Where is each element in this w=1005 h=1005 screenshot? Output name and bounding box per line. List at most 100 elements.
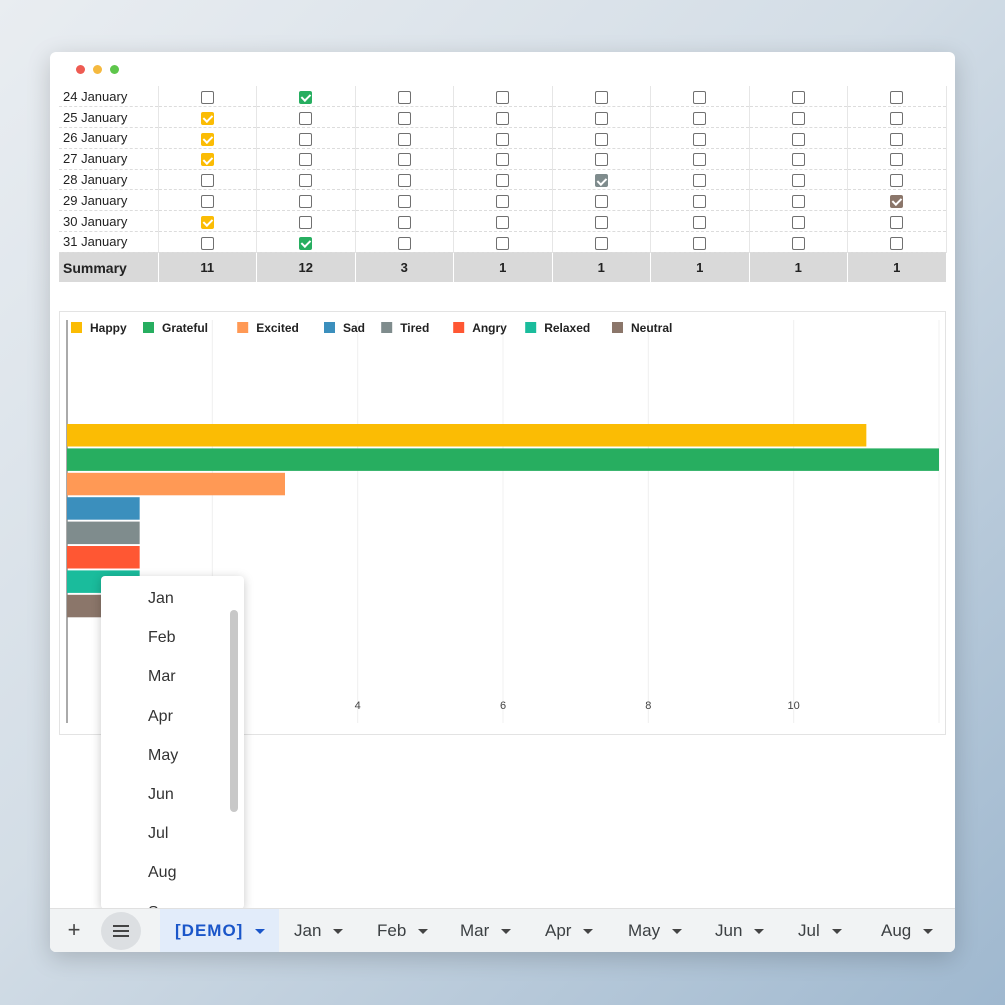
mood-checkbox[interactable] (791, 215, 805, 229)
menu-item-sep[interactable]: Sep (101, 893, 244, 910)
close-window-button[interactable] (76, 65, 85, 74)
mood-checkbox[interactable] (693, 153, 707, 167)
mood-checkbox[interactable] (693, 215, 707, 229)
mood-checkbox[interactable] (693, 132, 707, 146)
mood-checkbox[interactable] (890, 194, 904, 208)
mood-checkbox[interactable] (200, 111, 214, 125)
mood-checkbox[interactable] (594, 132, 608, 146)
mood-checkbox[interactable] (200, 153, 214, 167)
mood-checkbox[interactable] (496, 194, 510, 208)
mood-checkbox[interactable] (693, 236, 707, 250)
mood-checkbox[interactable] (397, 111, 411, 125)
mood-checkbox[interactable] (299, 174, 313, 188)
mood-checkbox[interactable] (693, 174, 707, 188)
mood-checkbox[interactable] (791, 90, 805, 104)
sheet-tab-apr[interactable]: Apr (530, 909, 613, 952)
mood-checkbox[interactable] (397, 236, 411, 250)
menu-scrollbar[interactable] (230, 610, 238, 812)
mood-checkbox[interactable] (791, 174, 805, 188)
mood-checkbox[interactable] (299, 194, 313, 208)
mood-checkbox[interactable] (791, 153, 805, 167)
mood-checkbox[interactable] (200, 174, 214, 188)
chevron-down-icon[interactable] (418, 929, 429, 935)
mood-checkbox[interactable] (397, 153, 411, 167)
mood-checkbox[interactable] (890, 132, 904, 146)
mood-checkbox[interactable] (496, 90, 510, 104)
minimize-window-button[interactable] (93, 65, 102, 74)
mood-checkbox[interactable] (594, 215, 608, 229)
mood-checkbox[interactable] (496, 132, 510, 146)
sheet-tab-feb[interactable]: Feb (362, 909, 445, 952)
mood-checkbox[interactable] (496, 236, 510, 250)
menu-item-jun[interactable]: Jun (148, 785, 174, 803)
summary-value: 1 (453, 252, 553, 283)
menu-item-aug[interactable]: Aug (148, 864, 177, 882)
mood-checkbox[interactable] (890, 153, 904, 167)
sheet-tab-demo[interactable]: [DEMO] (160, 909, 279, 952)
mood-checkbox[interactable] (890, 90, 904, 104)
menu-item-apr[interactable]: Apr (148, 707, 173, 725)
chevron-down-icon[interactable] (923, 929, 934, 935)
chevron-down-icon[interactable] (255, 929, 266, 935)
mood-checkbox[interactable] (791, 111, 805, 125)
table-row: 24 January (59, 86, 947, 108)
mood-checkbox[interactable] (693, 111, 707, 125)
menu-item-jan[interactable]: Jan (148, 590, 174, 607)
mood-checkbox[interactable] (594, 236, 608, 250)
sheet-tab-may[interactable]: May (613, 909, 700, 952)
mood-checkbox[interactable] (200, 132, 214, 146)
mood-checkbox[interactable] (397, 215, 411, 229)
mood-checkbox[interactable] (791, 236, 805, 250)
mood-checkbox[interactable] (299, 111, 313, 125)
mood-checkbox[interactable] (200, 236, 214, 250)
mood-checkbox[interactable] (496, 111, 510, 125)
mood-checkbox[interactable] (791, 132, 805, 146)
mood-checkbox[interactable] (397, 174, 411, 188)
menu-item-jul[interactable]: Jul (148, 825, 169, 843)
maximize-window-button[interactable] (110, 65, 119, 74)
mood-checkbox[interactable] (890, 111, 904, 125)
chevron-down-icon[interactable] (754, 929, 765, 935)
chevron-down-icon[interactable] (333, 929, 344, 935)
mood-checkbox[interactable] (496, 215, 510, 229)
chevron-down-icon[interactable] (501, 929, 512, 935)
chevron-down-icon[interactable] (672, 929, 683, 935)
sheet-tab-jun[interactable]: Jun (700, 909, 783, 952)
chevron-down-icon[interactable] (583, 929, 594, 935)
mood-checkbox[interactable] (496, 174, 510, 188)
mood-checkbox[interactable] (594, 174, 608, 188)
sheet-tab-jan[interactable]: Jan (279, 909, 362, 952)
menu-item-mar[interactable]: Mar (148, 668, 176, 686)
mood-checkbox[interactable] (397, 90, 411, 104)
mood-checkbox[interactable] (594, 90, 608, 104)
all-sheets-button[interactable] (101, 912, 141, 950)
mood-checkbox[interactable] (397, 132, 411, 146)
mood-checkbox[interactable] (890, 174, 904, 188)
mood-checkbox[interactable] (594, 111, 608, 125)
mood-checkbox[interactable] (791, 194, 805, 208)
menu-item-may[interactable]: May (148, 746, 179, 764)
mood-checkbox[interactable] (299, 90, 313, 104)
mood-checkbox[interactable] (594, 153, 608, 167)
sheet-tab-mar[interactable]: Mar (445, 909, 530, 952)
add-sheet-button[interactable]: + (67, 917, 81, 942)
mood-checkbox[interactable] (496, 153, 510, 167)
mood-checkbox[interactable] (693, 90, 707, 104)
mood-checkbox[interactable] (397, 194, 411, 208)
mood-checkbox[interactable] (299, 236, 313, 250)
mood-checkbox[interactable] (594, 194, 608, 208)
sheet-tab-aug[interactable]: Aug (866, 909, 955, 952)
mood-checkbox[interactable] (200, 215, 214, 229)
mood-checkbox[interactable] (299, 132, 313, 146)
sheet-tab-jul[interactable]: Jul (783, 909, 866, 952)
mood-checkbox[interactable] (200, 194, 214, 208)
menu-item-feb[interactable]: Feb (148, 629, 176, 647)
mood-checkbox[interactable] (299, 215, 313, 229)
mood-checkbox[interactable] (299, 153, 313, 167)
mood-checkbox[interactable] (200, 90, 214, 104)
mood-checkbox[interactable] (693, 194, 707, 208)
summary-value: 11 (158, 252, 257, 283)
mood-checkbox[interactable] (890, 236, 904, 250)
chevron-down-icon[interactable] (831, 929, 842, 935)
mood-checkbox[interactable] (890, 215, 904, 229)
